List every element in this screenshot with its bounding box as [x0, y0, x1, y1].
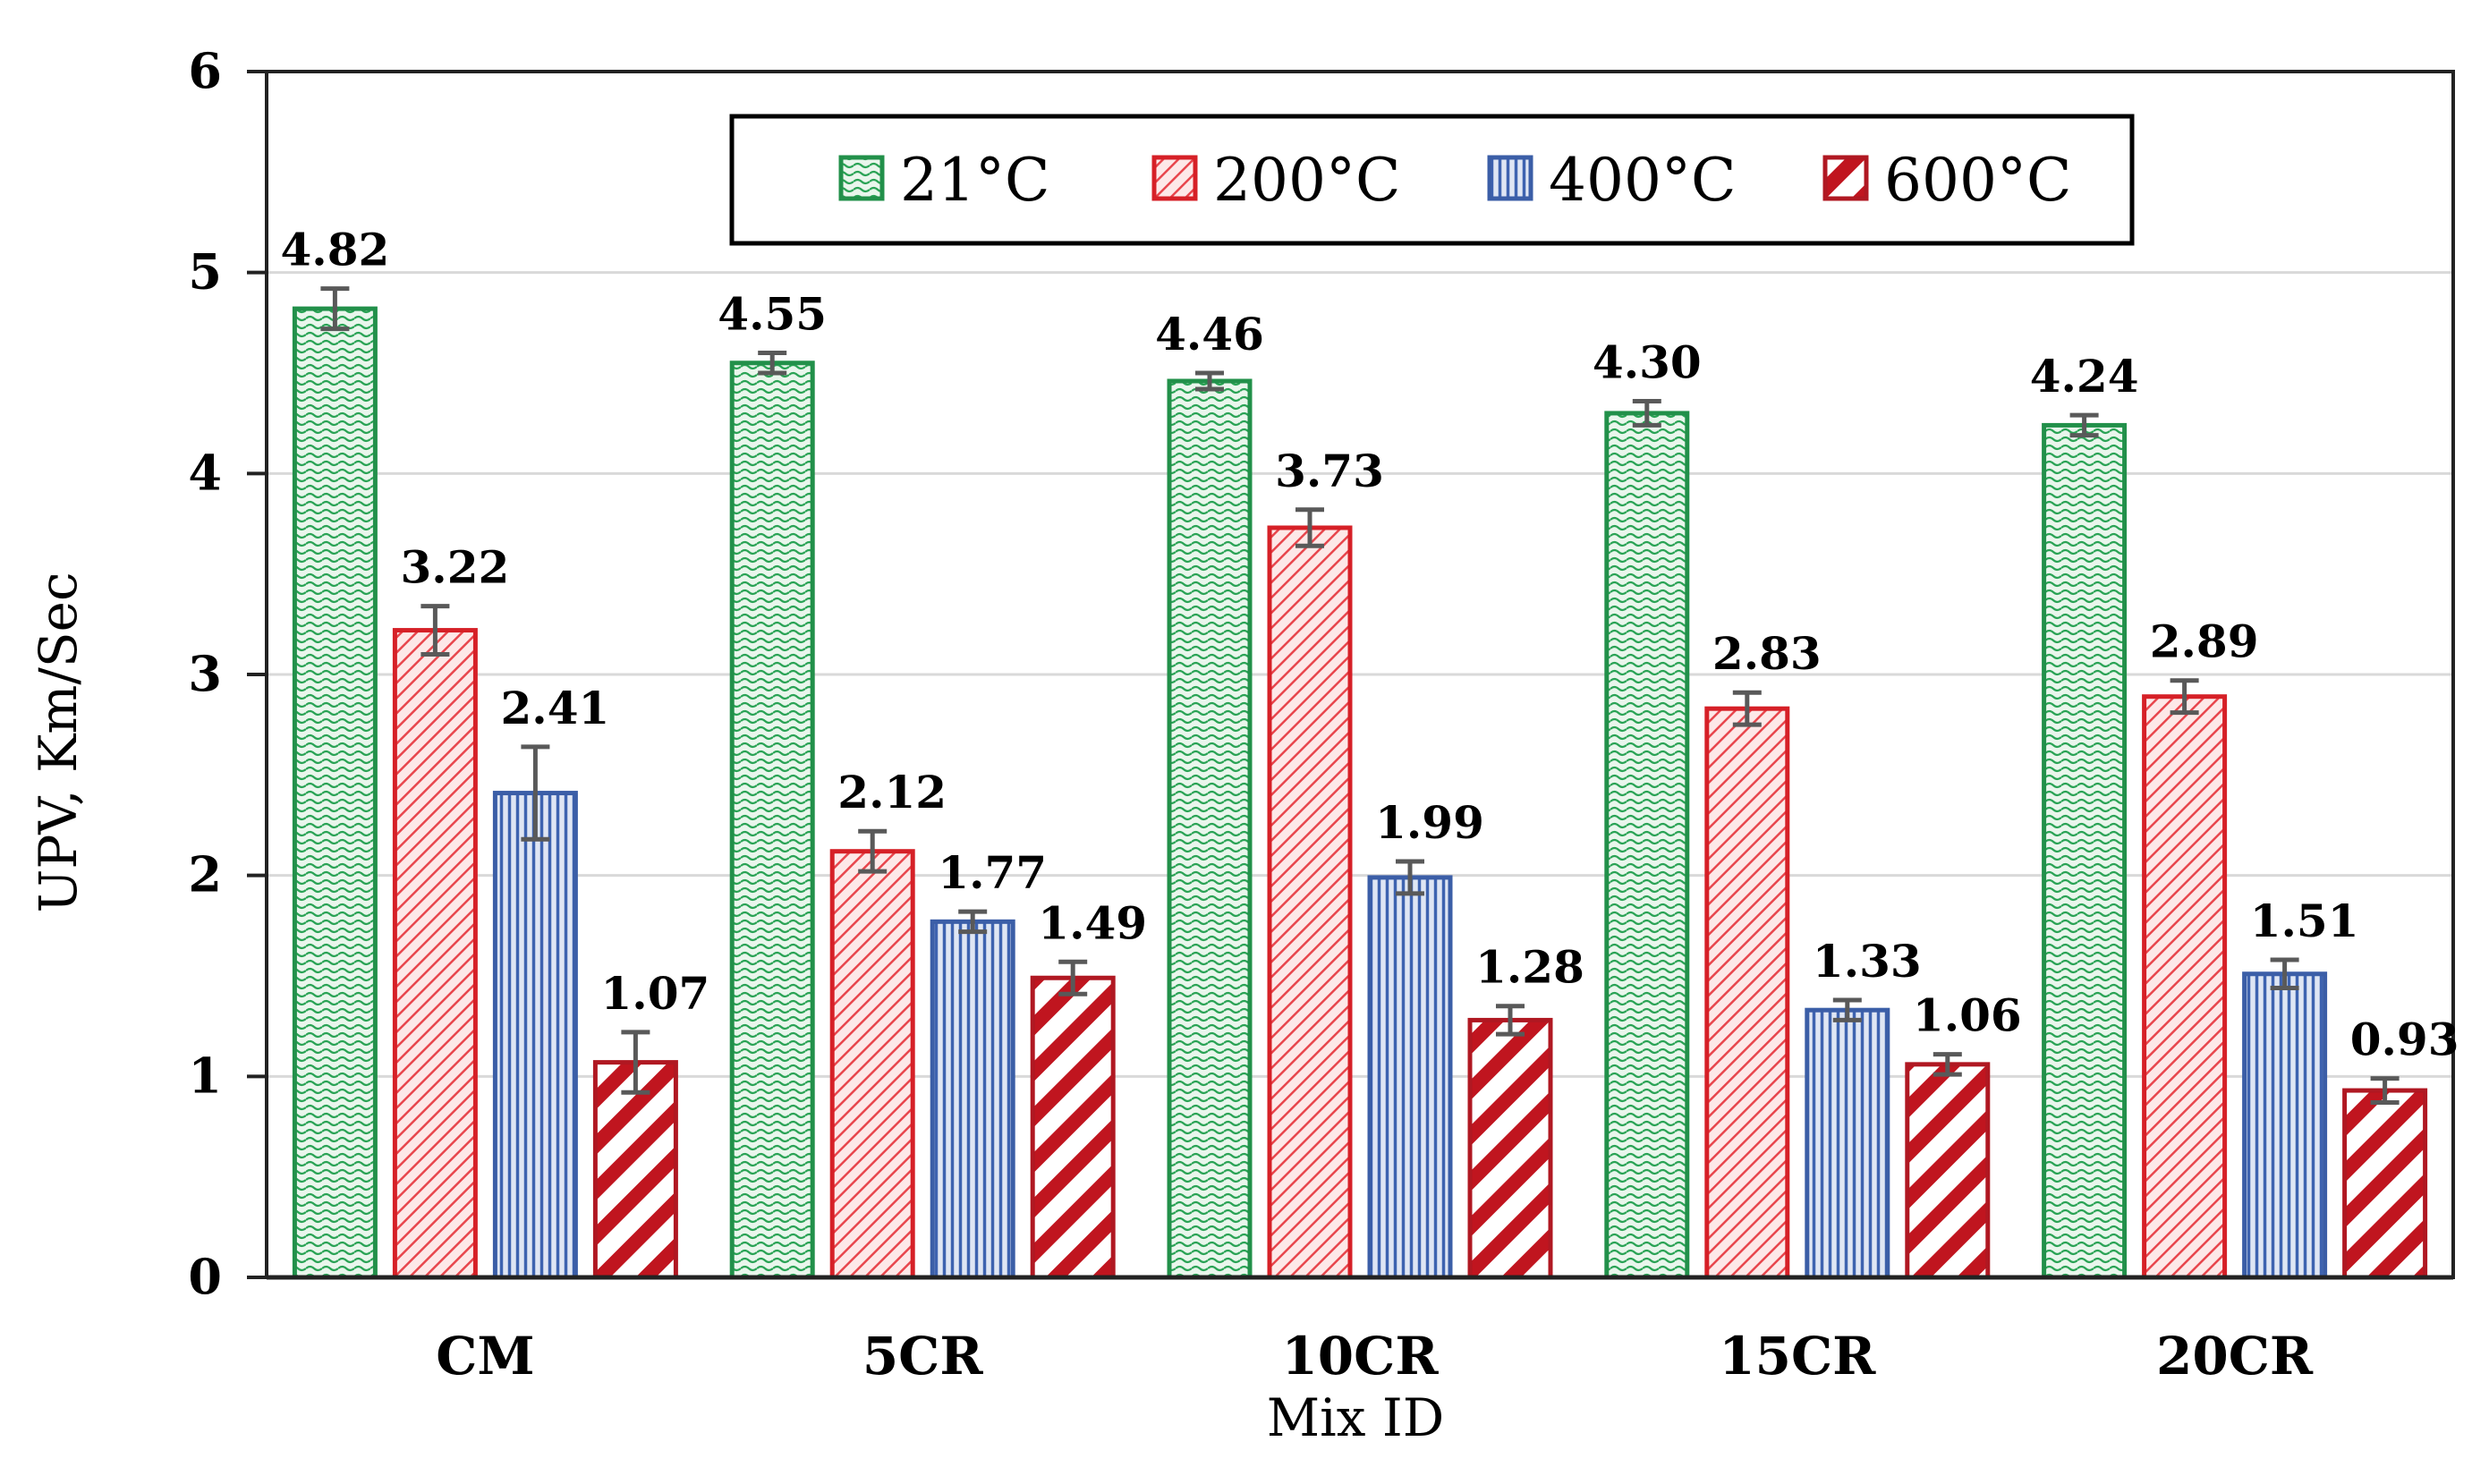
legend-swatch — [1151, 155, 1198, 201]
data-labels: 4.82 3.22 2.41 1.07 4.55 2.12 1.771.49 4.46 3.73… — [281, 224, 2459, 1066]
bar-20CR-200°C — [2142, 694, 2228, 1280]
bar-10CR-600°C — [1467, 1017, 1553, 1280]
data-label: 0.93 — [2350, 1013, 2459, 1066]
bar-10CR-21°C — [1167, 378, 1253, 1280]
data-label: 1.99 — [1375, 796, 1484, 849]
legend-item: 200°C — [1151, 146, 1400, 215]
bar-15CR-200°C — [1704, 706, 1790, 1280]
data-label: 1.28 — [1475, 941, 1584, 994]
legend-item: 400°C — [1487, 146, 1736, 215]
legend-label: 200°C — [1213, 146, 1400, 215]
bar-CM-21°C — [292, 306, 378, 1280]
bar-10CR-400°C — [1367, 875, 1453, 1280]
data-label: 1.49 — [1038, 896, 1147, 949]
legend-label: 21°C — [900, 146, 1049, 215]
legend: 21°C 200°C 400°C 600°C — [729, 114, 2135, 246]
bar-10CR-200°C — [1267, 525, 1353, 1280]
bar-CM-200°C — [392, 628, 478, 1280]
data-label: 2.83 — [1712, 627, 1822, 680]
y-tick-label: 1 — [188, 1047, 222, 1104]
y-tick-label: 3 — [188, 645, 222, 702]
data-label: 2.89 — [2150, 615, 2259, 668]
y-tick-label: 6 — [188, 42, 222, 99]
data-label: 3.73 — [1275, 445, 1384, 497]
bar-20CR-600°C — [2342, 1088, 2428, 1280]
x-tick-label: 5CR — [862, 1326, 984, 1386]
legend-swatch — [838, 155, 885, 201]
data-label: 1.33 — [1813, 935, 1922, 988]
data-label: 3.22 — [401, 541, 510, 594]
data-label: 4.30 — [1593, 335, 1702, 388]
x-axis-title: Mix ID — [1267, 1387, 1445, 1448]
data-label: 1.77 — [938, 846, 1047, 899]
bar-15CR-400°C — [1805, 1007, 1890, 1280]
legend-swatch — [1487, 155, 1533, 201]
y-axis-title: UPV, Km/Sec — [28, 572, 89, 913]
data-label: 2.12 — [837, 766, 947, 818]
data-label: 4.55 — [718, 288, 827, 341]
data-label: 1.06 — [1913, 989, 2022, 1042]
x-tick-label: 20CR — [2156, 1326, 2314, 1386]
y-tick-label: 2 — [188, 846, 222, 903]
legend-item: 21°C — [838, 146, 1049, 215]
legend-label: 600°C — [1884, 146, 2071, 215]
x-tick-label: 15CR — [1719, 1326, 1876, 1386]
y-tick-label: 4 — [188, 444, 222, 501]
x-tick-label: 10CR — [1281, 1326, 1439, 1386]
bar-20CR-21°C — [2042, 422, 2128, 1280]
legend-box — [729, 114, 2135, 246]
bar-5CR-400°C — [930, 919, 1015, 1280]
legend-swatch — [1822, 155, 1869, 201]
bar-CM-600°C — [592, 1060, 678, 1280]
y-tick-label: 0 — [188, 1248, 222, 1305]
data-label: 1.07 — [601, 967, 710, 1020]
legend-item: 600°C — [1822, 146, 2071, 215]
data-label: 4.46 — [1155, 308, 1264, 360]
bar-5CR-21°C — [729, 360, 815, 1280]
data-label: 4.24 — [2030, 350, 2139, 403]
bar-5CR-600°C — [1030, 975, 1116, 1280]
bar-5CR-200°C — [829, 849, 915, 1280]
bar-15CR-21°C — [1604, 411, 1690, 1280]
data-label: 1.51 — [2250, 895, 2359, 947]
bar-CM-400°C — [492, 791, 578, 1280]
x-tick-label: CM — [436, 1326, 534, 1386]
bars — [292, 286, 2428, 1280]
axes: 0 1 2 3 4 5 6 CM 5CR 10CR 15CR 20CR — [188, 42, 2455, 1386]
data-label: 4.82 — [281, 224, 390, 276]
data-label: 2.41 — [501, 682, 610, 734]
y-tick-label: 5 — [188, 243, 222, 301]
legend-label: 400°C — [1549, 146, 1736, 215]
bar-20CR-400°C — [2242, 971, 2328, 1280]
bar-15CR-600°C — [1905, 1062, 1991, 1280]
